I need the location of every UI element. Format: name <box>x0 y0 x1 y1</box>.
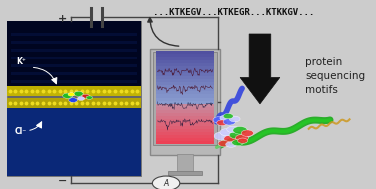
Bar <box>156 126 214 129</box>
Circle shape <box>217 120 227 126</box>
Circle shape <box>152 176 180 189</box>
Text: K⁺: K⁺ <box>16 57 26 66</box>
Bar <box>156 141 214 144</box>
Circle shape <box>213 117 226 123</box>
Bar <box>156 54 214 57</box>
Bar <box>156 138 214 141</box>
Circle shape <box>69 98 77 102</box>
Circle shape <box>86 96 92 99</box>
Bar <box>156 63 214 67</box>
Polygon shape <box>240 34 280 104</box>
Circle shape <box>77 97 85 100</box>
Bar <box>168 170 202 175</box>
Bar <box>156 66 214 70</box>
Bar <box>156 101 214 104</box>
Circle shape <box>229 131 244 139</box>
Circle shape <box>220 115 231 121</box>
Bar <box>156 82 214 85</box>
Circle shape <box>82 94 90 98</box>
Bar <box>156 122 214 126</box>
Circle shape <box>223 114 233 119</box>
Bar <box>156 116 214 120</box>
Circle shape <box>223 119 235 125</box>
Circle shape <box>224 135 238 143</box>
Bar <box>156 110 214 113</box>
Bar <box>156 94 214 98</box>
Bar <box>156 119 214 123</box>
Bar <box>150 49 220 155</box>
Bar <box>11 64 137 67</box>
Bar <box>156 104 214 107</box>
Bar <box>153 52 217 145</box>
Circle shape <box>220 129 233 136</box>
Text: +: + <box>58 14 67 24</box>
Circle shape <box>226 142 237 147</box>
Bar <box>7 98 141 176</box>
Bar <box>156 91 214 95</box>
Circle shape <box>229 116 240 122</box>
Bar <box>11 80 137 83</box>
Bar <box>156 60 214 64</box>
Bar <box>7 21 141 95</box>
Bar <box>156 85 214 88</box>
Text: −: − <box>58 176 67 186</box>
Circle shape <box>241 130 253 136</box>
Bar <box>156 107 214 110</box>
Bar <box>156 98 214 101</box>
Circle shape <box>235 134 249 141</box>
Text: Cl⁻: Cl⁻ <box>14 127 27 136</box>
Bar <box>11 72 137 75</box>
Circle shape <box>218 140 230 146</box>
Bar <box>11 33 137 36</box>
Bar <box>7 21 141 176</box>
Bar <box>11 49 137 52</box>
Circle shape <box>232 139 243 146</box>
Text: ...KTKEGV...KTKEGR...KTKKGV...: ...KTKEGV...KTKEGR...KTKKGV... <box>153 8 315 17</box>
Bar <box>156 70 214 73</box>
Bar <box>156 57 214 60</box>
Bar <box>156 88 214 91</box>
Bar <box>156 79 214 82</box>
Bar <box>156 73 214 76</box>
Circle shape <box>214 132 230 140</box>
Text: protein
sequencing
motifs: protein sequencing motifs <box>305 57 365 94</box>
Bar <box>156 51 214 54</box>
Circle shape <box>68 93 74 96</box>
Circle shape <box>74 91 83 96</box>
Bar <box>156 132 214 135</box>
Bar <box>156 129 214 132</box>
Bar <box>11 88 137 91</box>
Bar <box>156 135 214 138</box>
Circle shape <box>227 126 239 133</box>
Circle shape <box>63 93 73 98</box>
Circle shape <box>238 138 248 143</box>
Bar <box>7 98 141 108</box>
Bar <box>156 113 214 116</box>
Circle shape <box>233 127 247 134</box>
Bar <box>11 57 137 60</box>
Bar <box>7 86 141 96</box>
Bar <box>7 91 141 102</box>
Bar <box>11 41 137 44</box>
Text: A: A <box>164 179 169 188</box>
Bar <box>156 76 214 79</box>
Bar <box>177 154 193 172</box>
